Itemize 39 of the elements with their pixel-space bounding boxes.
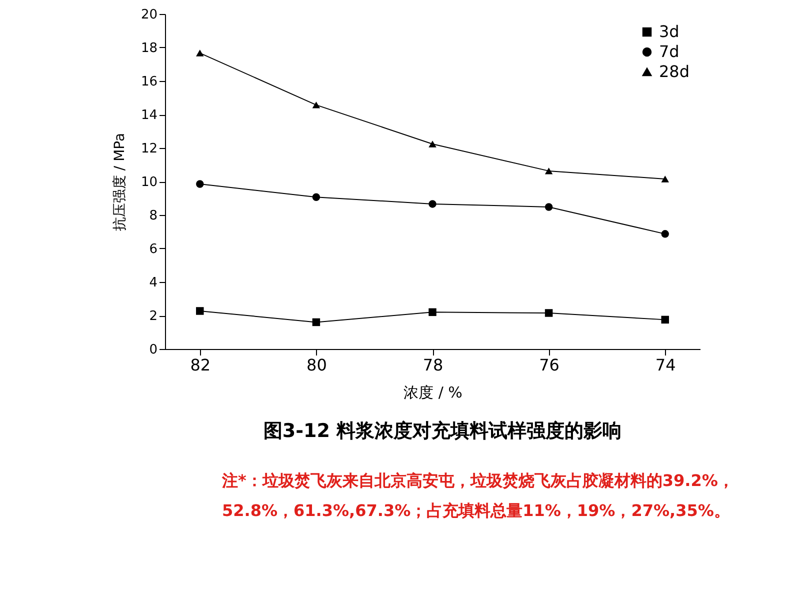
text: 52.8%，61.3%,67.3%；占充填料总量11%，19%，27%,35%。 [222,501,730,520]
x-tick-label: 76 [539,356,560,374]
point [312,318,320,326]
text: 图3-12 料浆浓度对充填料试样强度的影响 [263,420,622,442]
point [428,200,436,208]
point [661,176,669,182]
point [312,102,320,108]
y-tick-label: 4 [149,276,158,290]
y-tick-label: 6 [149,242,158,257]
point [428,140,436,148]
y-tick-label: 20 [140,8,158,22]
point [544,309,553,317]
x-tick-label: 78 [422,356,444,374]
x-tick-label: 82 [190,356,211,374]
y-tick-label: 8 [149,208,158,224]
y-tick-label: 12 [140,142,158,156]
point [312,193,320,201]
legend-label: 28d [659,62,690,81]
y-axis-title: 抗压强度 / MPa [112,132,128,232]
point [196,307,204,315]
point [196,50,204,56]
y-tick-label: 18 [140,41,158,56]
y-tick-label: 14 [140,108,158,123]
y-tick-label: 16 [140,74,158,90]
text: 注*：垃圾焚飞灰来自北京高安屯，垃圾焚烧飞灰占胶凝材料的39.2%， [221,471,734,490]
point [428,308,436,316]
y-tick-label: 2 [149,309,158,324]
legend-label: 3d [659,22,680,41]
y-tick-label: 0 [149,342,158,358]
y-tick-label: 10 [140,175,158,190]
x-tick-label: 74 [655,356,676,374]
point [196,180,204,188]
point [661,316,669,324]
point [661,230,669,238]
point [544,203,553,211]
x-tick-label: 80 [306,356,327,374]
point [544,168,553,174]
legend-label: 7d [659,42,680,61]
x-axis-title: 浓度 / % [404,384,462,402]
